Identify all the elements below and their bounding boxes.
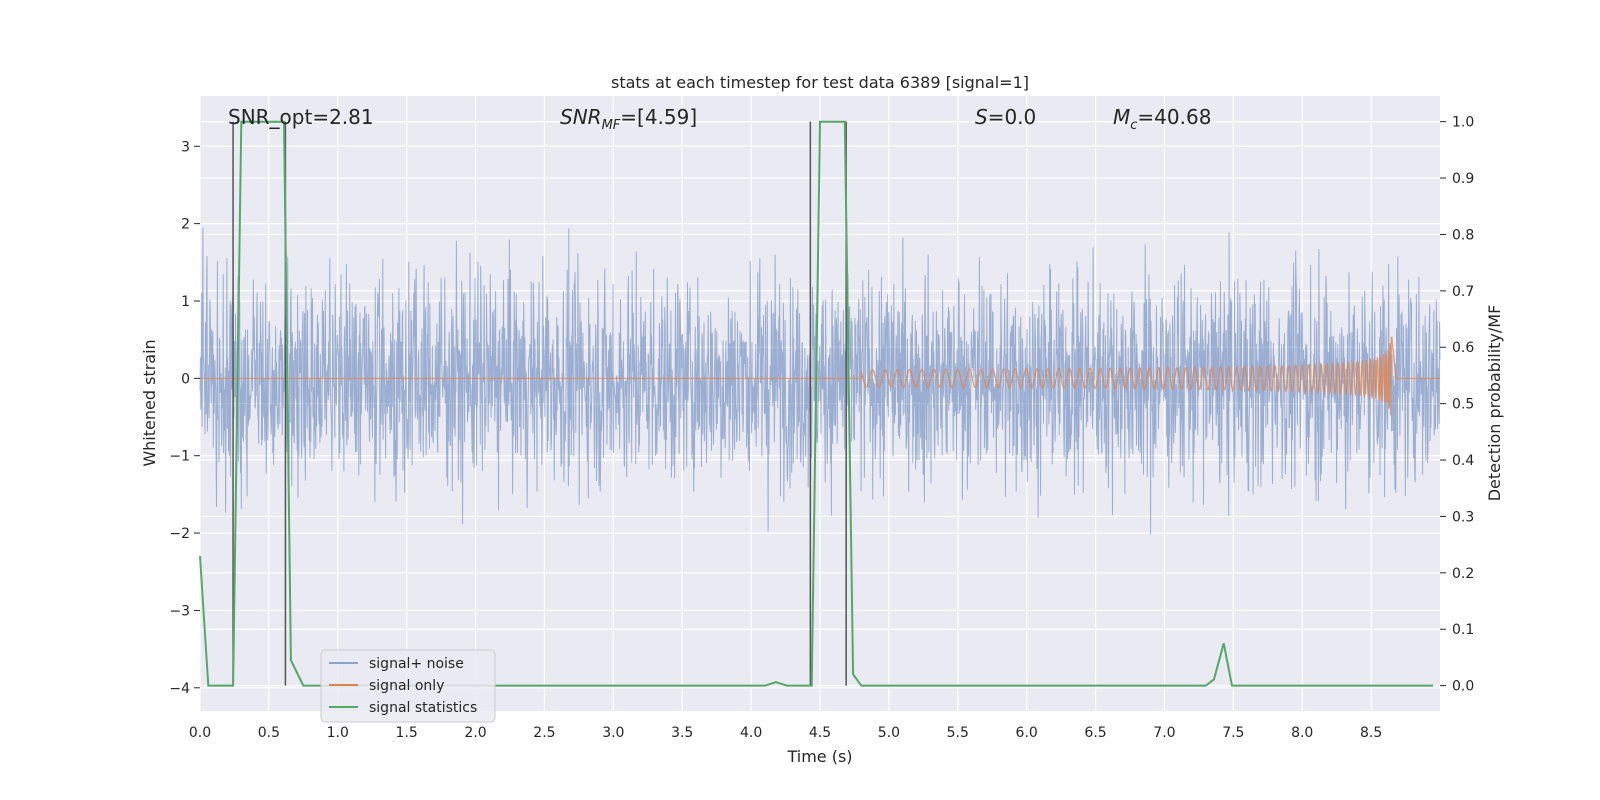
legend-box — [320, 649, 496, 723]
x-tick-label: 3.5 — [671, 725, 693, 741]
series-signal-only — [200, 336, 1440, 416]
annotation-mc: Mc=40.68 — [1113, 105, 1211, 133]
x-tick-label: 0.5 — [258, 725, 280, 741]
y2-axis-ticks: 0.0 0.1 0.2 0.3 0.4 0.5 0.6 0.7 0.8 0.9 1.0 — [1440, 115, 1474, 695]
y2-tick-label: 0.9 — [1452, 171, 1474, 187]
noise-line — [199, 227, 1441, 535]
y2-tick-label: 0.4 — [1452, 453, 1474, 469]
y-tick-label: 2 — [181, 217, 190, 233]
annotation-snr-mf: SNRMF=[4.59] — [560, 105, 697, 133]
annotation-snr-mf-sub: MF — [602, 118, 621, 133]
y2-tick-label: 1.0 — [1452, 115, 1474, 131]
y-tick-label: −2 — [169, 526, 190, 542]
x-tick-label: 3.0 — [602, 725, 624, 741]
y-axis-ticks: −4 −3 −2 −1 0 1 2 3 — [169, 139, 200, 697]
y2-tick-label: 0.1 — [1452, 622, 1474, 638]
x-tick-label: 8.5 — [1360, 725, 1382, 741]
grid — [199, 96, 1440, 711]
y2-tick-label: 0.5 — [1452, 397, 1474, 413]
y-axis-label: Whitened strain — [140, 339, 159, 466]
x-axis-ticks: 0.0 0.5 1.0 1.5 2.0 2.5 3.0 3.5 4.0 4.5 5.0 5.5 6.0 6… — [189, 725, 1382, 741]
annotation-mc-base: M — [1113, 105, 1130, 129]
legend: signal+ noise signal only signal statist… — [320, 649, 496, 723]
y2-tick-label: 0.8 — [1452, 227, 1474, 243]
y-tick-label: 3 — [181, 139, 190, 155]
x-tick-label: 2.5 — [533, 725, 555, 741]
annotation-s: S=0.0 — [975, 105, 1036, 129]
y-tick-label: −1 — [169, 449, 190, 465]
x-tick-label: 2.0 — [464, 725, 486, 741]
y-tick-label: 1 — [181, 294, 190, 310]
x-tick-label: 7.0 — [1153, 725, 1175, 741]
annotation-mc-value: =40.68 — [1137, 105, 1211, 129]
annotation-mc-sub: c — [1130, 118, 1137, 133]
x-tick-label: 0.0 — [189, 725, 211, 741]
y2-tick-label: 0.6 — [1452, 340, 1474, 356]
y-tick-label: −3 — [169, 603, 190, 619]
x-tick-label: 7.5 — [1222, 725, 1244, 741]
annotation-s-value: =0.0 — [988, 105, 1037, 129]
signal-line — [200, 336, 1440, 416]
x-tick-label: 1.5 — [396, 725, 418, 741]
x-tick-label: 5.5 — [947, 725, 969, 741]
x-tick-label: 4.0 — [740, 725, 762, 741]
y-tick-label: −4 — [169, 681, 190, 697]
x-tick-label: 6.0 — [1016, 725, 1038, 741]
legend-label-stats: signal statistics — [369, 700, 477, 716]
legend-label-signal: signal only — [369, 678, 444, 694]
y2-tick-label: 0.2 — [1452, 566, 1474, 582]
series-signal-noise — [199, 227, 1441, 535]
annotation-snr-mf-base: SNR — [560, 105, 602, 129]
series-signal-statistics — [199, 120, 1434, 687]
chart-title: stats at each timestep for test data 638… — [611, 73, 1029, 92]
stats-line — [199, 120, 1434, 687]
y2-tick-label: 0.7 — [1452, 284, 1474, 300]
annotation-snr-mf-value: =[4.59] — [620, 105, 697, 129]
x-tick-label: 1.0 — [327, 725, 349, 741]
x-tick-label: 4.5 — [809, 725, 831, 741]
x-axis-label: Time (s) — [786, 747, 852, 766]
annotation-s-base: S — [975, 105, 988, 129]
x-tick-label: 6.5 — [1084, 725, 1106, 741]
x-tick-label: 5.0 — [878, 725, 900, 741]
x-tick-label: 8.0 — [1291, 725, 1313, 741]
y2-tick-label: 0.0 — [1452, 679, 1474, 695]
annotation-snr-opt: SNR_opt=2.81 — [228, 105, 374, 129]
y2-axis-label: Detection probability/MF — [1485, 305, 1504, 502]
legend-label-noise: signal+ noise — [369, 656, 464, 672]
y2-tick-label: 0.3 — [1452, 509, 1474, 525]
y-tick-label: 0 — [181, 371, 190, 387]
